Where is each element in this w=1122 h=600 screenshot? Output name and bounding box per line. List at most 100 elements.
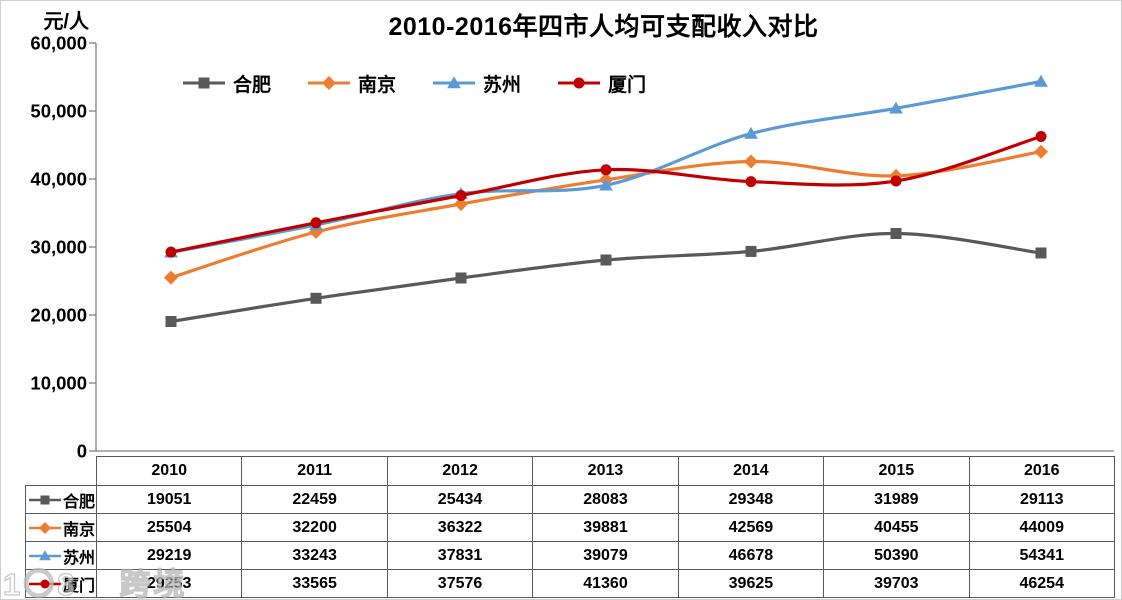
- table-cell: 39625: [677, 569, 825, 598]
- data-point-xiamen-2015: [890, 175, 902, 187]
- data-point-suzhou-2014: [744, 126, 758, 139]
- legend-item-suzhou: 苏州: [432, 70, 521, 97]
- legend-marker-diamond-icon: [29, 521, 61, 534]
- y-tick-label: 60,000: [30, 33, 87, 54]
- table-cell: 33565: [241, 569, 388, 598]
- legend-marker-square-icon: [29, 495, 61, 504]
- table-cell: 40455: [823, 513, 970, 542]
- table-row-nanjing: 南京 25504 32200 36322 39881 42569 40455 44009: [25, 513, 1115, 542]
- data-point-xiamen-2012: [455, 190, 467, 201]
- table-cell: 25504: [95, 513, 243, 542]
- legend-marker-circle-icon: [29, 579, 61, 588]
- series-line-hefei: [169, 231, 1043, 324]
- table-cell: 25434: [386, 485, 534, 514]
- table-header-cell: 2011: [241, 456, 388, 486]
- data-point-xiamen-2013: [600, 164, 612, 176]
- legend-item-label: 南京: [358, 74, 397, 96]
- data-point-xiamen-2011: [310, 217, 322, 229]
- table-cell: 19051: [95, 485, 243, 514]
- table-header-cell: 2016: [968, 456, 1115, 486]
- table-header-cell: 2013: [532, 456, 679, 486]
- table-cell: 41360: [532, 569, 679, 598]
- table-cell: 39079: [532, 541, 679, 570]
- legend-item-label: 合肥: [233, 74, 272, 96]
- data-point-suzhou-2013: [599, 178, 613, 191]
- table-row-label: 厦门: [25, 569, 97, 598]
- legend-marker-square-icon: [183, 77, 225, 89]
- chart-title: 2010-2016年四市人均可支配收入对比: [388, 13, 819, 41]
- table-cell: 32200: [241, 513, 388, 542]
- table-cell: 29219: [95, 541, 243, 570]
- table-cell: 44009: [968, 513, 1115, 542]
- data-point-suzhou-2016: [1034, 74, 1048, 87]
- table-cell: 33243: [241, 541, 388, 570]
- table-cell: 29348: [677, 485, 825, 514]
- series-xiamen: [165, 131, 1047, 258]
- legend-marker-triangle-icon: [29, 549, 61, 560]
- table-cell: 31989: [823, 485, 970, 514]
- legend-item-nanjing: 南京: [307, 70, 396, 97]
- data-point-nanjing-2010: [164, 270, 178, 285]
- table-cell: 46254: [968, 569, 1115, 598]
- data-point-hefei-2012: [455, 272, 467, 284]
- table-cell: 50390: [823, 541, 970, 570]
- table-cell: 36322: [386, 513, 534, 542]
- data-point-hefei-2013: [600, 254, 612, 266]
- legend-item-label: 苏州: [483, 74, 522, 96]
- table-cell: 39881: [532, 513, 679, 542]
- y-axis-unit-label: 元/人: [43, 11, 89, 33]
- series-hefei: [165, 228, 1047, 327]
- table-row-label-text: 苏州: [63, 549, 96, 567]
- table-row-label-text: 合肥: [63, 493, 96, 511]
- table-cell: 29113: [968, 485, 1115, 514]
- data-point-hefei-2016: [1035, 247, 1047, 259]
- table-corner-cell: [26, 457, 97, 486]
- table-cell: 28083: [532, 485, 679, 514]
- data-point-suzhou-2015: [889, 101, 903, 114]
- table-row-suzhou: 苏州 29219 33243 37831 39079 46678 50390 54341: [25, 541, 1115, 570]
- data-point-nanjing-2016: [1034, 144, 1048, 159]
- table-header-cell: 2014: [677, 456, 825, 486]
- y-axis: 0 10,000 20,000 30,000 40,000 50,000 60,000: [30, 33, 97, 462]
- table-row-label: 苏州: [25, 541, 97, 570]
- data-table: 2010 2011 2012 2013 2014 2015 2016 合肥 19051 22459…: [25, 456, 1115, 598]
- legend-marker-diamond-icon: [308, 76, 351, 90]
- table-cell: 54341: [968, 541, 1115, 570]
- y-tick-label: 30,000: [30, 237, 87, 258]
- table-row-label: 南京: [25, 513, 97, 542]
- legend-marker-triangle-icon: [433, 76, 476, 89]
- table-cell: 37831: [386, 541, 534, 570]
- data-point-hefei-2015: [890, 228, 902, 239]
- chart-legend: 合肥 南京 苏州 厦门: [182, 69, 646, 97]
- data-point-xiamen-2014: [745, 176, 757, 188]
- data-point-hefei-2010: [165, 316, 177, 327]
- table-row-label-text: 南京: [63, 521, 96, 539]
- table-header-row: 2010 2011 2012 2013 2014 2015 2016: [26, 456, 1115, 486]
- table-cell: 37576: [386, 569, 534, 598]
- legend-item-hefei: 合肥: [182, 70, 271, 97]
- table-cell: 42569: [677, 513, 825, 542]
- data-point-xiamen-2016: [1035, 131, 1047, 142]
- table-header-cell: 2012: [386, 456, 534, 486]
- data-point-xiamen-2010: [165, 246, 177, 258]
- data-point-hefei-2014: [745, 245, 757, 257]
- table-cell: 46678: [677, 541, 825, 570]
- y-tick-label: 20,000: [30, 305, 87, 326]
- table-header-cell: 2015: [823, 456, 970, 486]
- y-tick-label: 40,000: [30, 169, 87, 190]
- table-header-cell: 2010: [95, 456, 243, 486]
- table-row-label: 合肥: [25, 485, 97, 514]
- table-cell: 29253: [95, 569, 243, 598]
- data-point-hefei-2011: [310, 292, 322, 304]
- table-row-xiamen: 厦门 29253 33565 37576 41360 39625 39703 46254: [25, 569, 1115, 598]
- legend-item-xiamen: 厦门: [557, 70, 646, 97]
- legend-item-label: 厦门: [608, 74, 647, 96]
- data-point-nanjing-2014: [744, 154, 758, 169]
- y-tick-label: 0: [77, 441, 87, 462]
- y-tick-label: 10,000: [30, 373, 87, 394]
- table-row-hefei: 合肥 19051 22459 25434 28083 29348 31989 29113: [25, 485, 1115, 514]
- legend-marker-circle-icon: [558, 77, 601, 89]
- data-point-nanjing-2012: [454, 197, 468, 211]
